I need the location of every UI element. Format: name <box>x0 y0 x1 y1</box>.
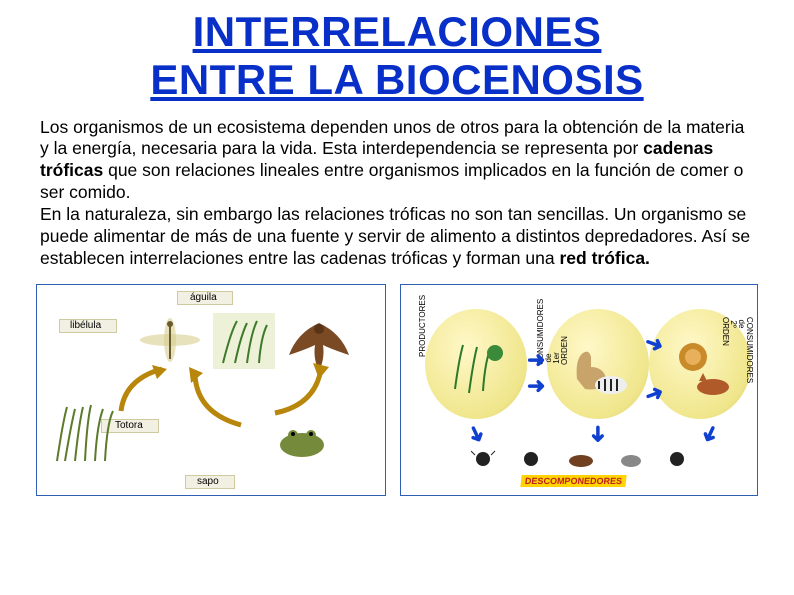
arrow-2-icon <box>187 367 267 437</box>
figures-row: águila libélula Totora sapo <box>30 284 764 496</box>
arrow-3-icon <box>263 361 337 423</box>
label-aguila: águila <box>190 292 217 303</box>
title-line-1: INTERRELACIONES <box>193 8 602 55</box>
arrow-1-icon <box>107 363 177 423</box>
frog-icon <box>273 417 331 461</box>
para-pre: Los organismos de un ecosistema dependen… <box>40 117 744 159</box>
arrow-right-1b-icon: ➜ <box>527 373 545 399</box>
figure-food-web: PRODUCTORES CONSUMIDORES de 1er ORDEN CO… <box>400 284 758 496</box>
banner-descomponedores: DESCOMPONEDORES <box>520 475 626 487</box>
ring-label-cons2: CONSUMIDORES de 2º ORDEN <box>721 317 753 331</box>
arrow-down-3-icon: ➜ <box>695 420 726 448</box>
bold-red-trofica: red trófica. <box>559 248 649 268</box>
arrow-right-1-icon: ➜ <box>527 347 545 373</box>
arrow-down-2-icon: ➜ <box>585 425 611 443</box>
plants-in-oval-icon <box>425 309 527 419</box>
dragonfly-icon <box>133 315 207 365</box>
decomposers-icon <box>471 445 701 473</box>
oval-productores <box>425 309 527 419</box>
para-mid1: que son relaciones lineales entre organi… <box>40 160 743 202</box>
ring-label-productores: PRODUCTORES <box>419 295 427 357</box>
figure-food-chain: águila libélula Totora sapo <box>36 284 386 496</box>
label-libelula: libélula <box>70 320 101 331</box>
body-paragraph: Los organismos de un ecosistema dependen… <box>40 117 754 270</box>
arrow-down-1-icon: ➜ <box>461 420 492 448</box>
title-line-2: ENTRE LA BIOCENOSIS <box>150 56 643 103</box>
label-sapo: sapo <box>197 476 219 487</box>
page-title: INTERRELACIONES ENTRE LA BIOCENOSIS <box>30 8 764 105</box>
